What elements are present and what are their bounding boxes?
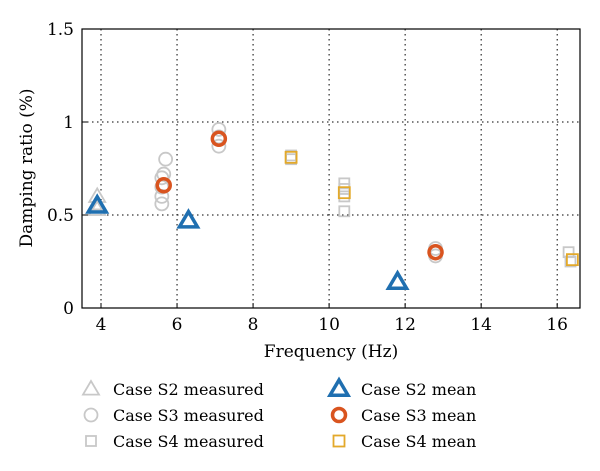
data-point-case-s4-mean [565,253,579,267]
y-tick-label: 1 [63,113,74,133]
y-tick-label: 0 [63,299,74,319]
data-point-case-s3-measured [211,138,227,154]
plot-frame [81,28,581,309]
legend-label: Case S4 mean [361,432,476,451]
data-point-case-s3-measured [156,166,172,182]
data-point-case-s3-mean [210,130,228,147]
x-tick-label: 16 [546,315,568,335]
data-point-case-s3-measured [154,196,170,212]
data-point-case-s3-measured [211,122,227,137]
legend-label: Case S3 mean [361,406,476,425]
data-point-case-s3-measured [158,151,174,167]
legend-marker-case-s2-mean [326,376,352,398]
legend-item-case-s4-measured: Case S4 measured [85,432,264,451]
legend-marker-case-s3-measured [83,407,99,423]
data-point-case-s4-mean [284,150,298,164]
x-axis-label: Frequency (Hz) [264,342,398,362]
legend-item-case-s2-mean: Case S2 mean [326,376,476,399]
legend-label: Case S2 measured [113,380,264,399]
legend-item-case-s4-mean: Case S4 mean [332,432,476,451]
series-case-s2-mean [85,193,410,291]
y-tick-label: 1.5 [47,20,74,40]
data-point-case-s4-mean [337,186,351,200]
data-point-case-s4-measured [338,205,351,218]
legend-marker-case-s2-measured [81,379,101,396]
data-marks [85,122,579,291]
legend-item-case-s3-mean: Case S3 mean [330,406,476,425]
x-tick-label: 10 [318,315,340,335]
data-point-case-s2-mean [85,193,110,214]
x-tick-label: 14 [470,315,492,335]
legend-item-case-s2-measured: Case S2 measured [81,379,264,399]
legend-label: Case S4 measured [113,432,264,451]
legend-marker-case-s4-measured [85,435,97,447]
data-point-case-s3-mean [427,243,444,261]
data-point-case-s4-measured [564,255,577,268]
data-point-case-s3-mean [155,176,172,194]
x-tick-label: 4 [96,315,107,335]
legend-marker-case-s3-mean [330,406,348,424]
x-tick-label: 8 [248,315,259,335]
legend-item-case-s3-measured: Case S3 measured [83,406,264,425]
y-tick-label: 0.5 [47,206,74,226]
x-tick-label: 6 [172,315,183,335]
data-point-case-s2-mean [385,269,410,291]
x-tick-label: 12 [394,315,416,335]
axis-ticks: 4 6 8 10 12 14 16 0 0.5 1 1.5 [47,20,568,335]
legend-marker-case-s4-mean [332,434,346,448]
data-point-case-s2-mean [176,208,201,229]
series-case-s4-mean [284,150,579,267]
data-point-case-s2-measured [87,199,107,216]
legend: Case S2 measured Case S3 measured Case S4 … [81,376,476,451]
y-axis-label: Damping ratio (%) [17,88,37,247]
legend-label: Case S2 mean [361,380,476,399]
legend-label: Case S3 measured [113,406,264,425]
series-case-s3-mean [155,130,444,261]
